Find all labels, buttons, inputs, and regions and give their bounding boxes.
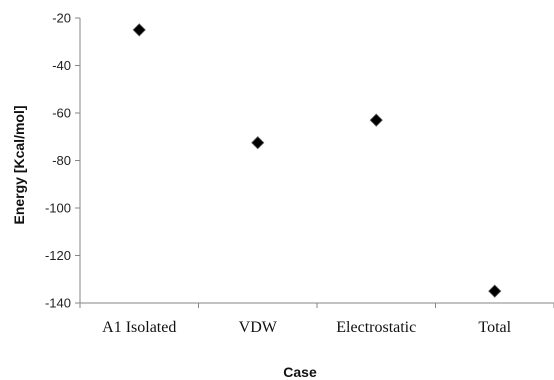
data-point (488, 284, 502, 298)
data-point (251, 136, 265, 150)
y-tick-label: -40 (52, 58, 71, 73)
y-tick-label: -100 (45, 201, 71, 216)
y-tick-label: -60 (52, 106, 71, 121)
y-tick-label: -20 (52, 11, 71, 26)
y-tick-label: -140 (45, 296, 71, 311)
y-axis-title: Energy [Kcal/mol] (11, 105, 27, 224)
y-tick-label: -80 (52, 153, 71, 168)
x-tick-label: Total (478, 319, 511, 336)
x-tick-label: VDW (239, 319, 278, 336)
data-points (132, 23, 502, 298)
x-axis-title: Case (283, 364, 317, 380)
x-axis: A1 Isolated VDW Electrostatic Total (79, 302, 554, 336)
data-point (132, 23, 146, 37)
y-axis: -20 -40 -60 -80 -100 -120 -140 (45, 11, 81, 311)
data-point (369, 113, 383, 127)
y-tick-label: -120 (45, 248, 71, 263)
x-tick-label: Electrostatic (336, 319, 416, 336)
x-tick-label: A1 Isolated (102, 319, 176, 336)
